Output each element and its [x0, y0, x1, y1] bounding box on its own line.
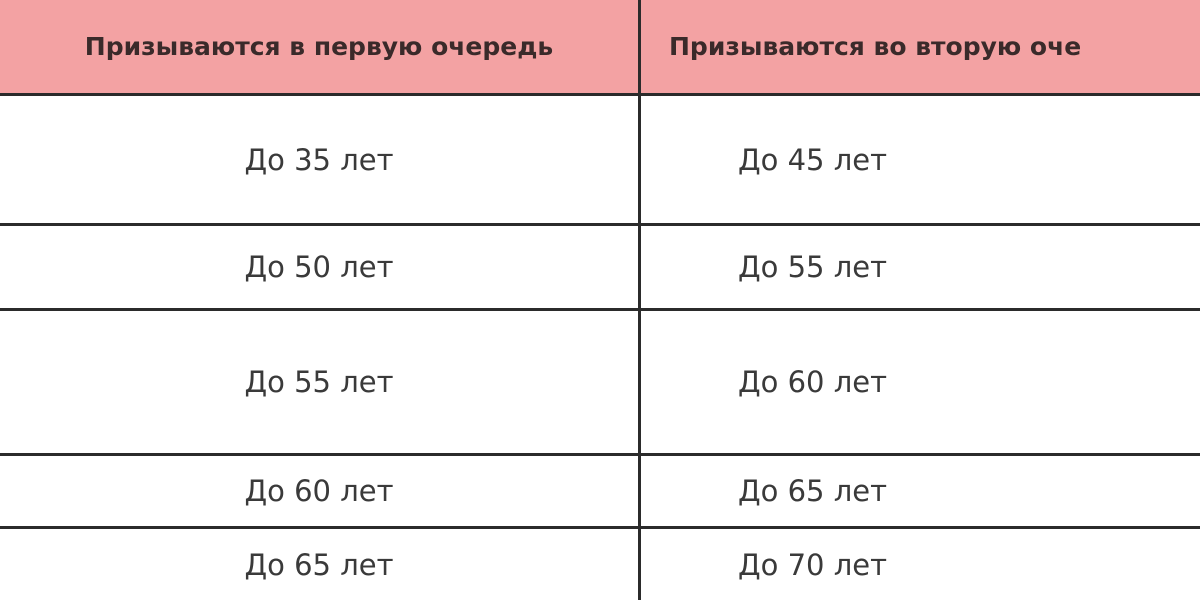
cell-text: До 35 лет: [244, 142, 394, 177]
cell-text: До 65 лет: [737, 474, 887, 508]
table-cell: До 60 лет: [638, 308, 1200, 456]
table-cell: До 55 лет: [638, 223, 1200, 311]
table-row: До 35 лет До 45 лет: [0, 93, 1200, 226]
header-cell: Призываются в первую очередь: [0, 0, 641, 96]
cell-text: До 60 лет: [244, 474, 394, 508]
cell-text: До 65 лет: [244, 548, 394, 582]
table-row: До 50 лет До 55 лет: [0, 223, 1200, 311]
cell-text: До 60 лет: [737, 365, 887, 399]
cell-text: До 55 лет: [244, 365, 394, 399]
table-cell: До 35 лет: [0, 93, 641, 226]
table-cell: До 60 лет: [0, 453, 641, 529]
cell-text: До 70 лет: [737, 548, 887, 582]
table-body: До 35 лет До 45 лет До 50 лет До 55 лет До 5…: [0, 93, 1200, 600]
header-cell: Призываются во вторую оче: [638, 0, 1200, 96]
table-row: До 55 лет До 60 лет: [0, 308, 1200, 456]
table-cell: До 65 лет: [638, 453, 1200, 529]
cell-text: До 55 лет: [737, 250, 887, 284]
table-cell: До 55 лет: [0, 308, 641, 456]
table-cell: До 50 лет: [0, 223, 641, 311]
cell-text: До 45 лет: [737, 142, 887, 177]
table-cell: До 65 лет: [0, 526, 641, 600]
table-cell: До 45 лет: [638, 93, 1200, 226]
table-cell: До 70 лет: [638, 526, 1200, 600]
header-row: Призываются в первую очередь Призываются…: [0, 0, 1200, 96]
table-row: До 65 лет До 70 лет: [0, 526, 1200, 600]
cell-text: До 50 лет: [244, 250, 394, 284]
table-row: До 60 лет До 65 лет: [0, 453, 1200, 529]
